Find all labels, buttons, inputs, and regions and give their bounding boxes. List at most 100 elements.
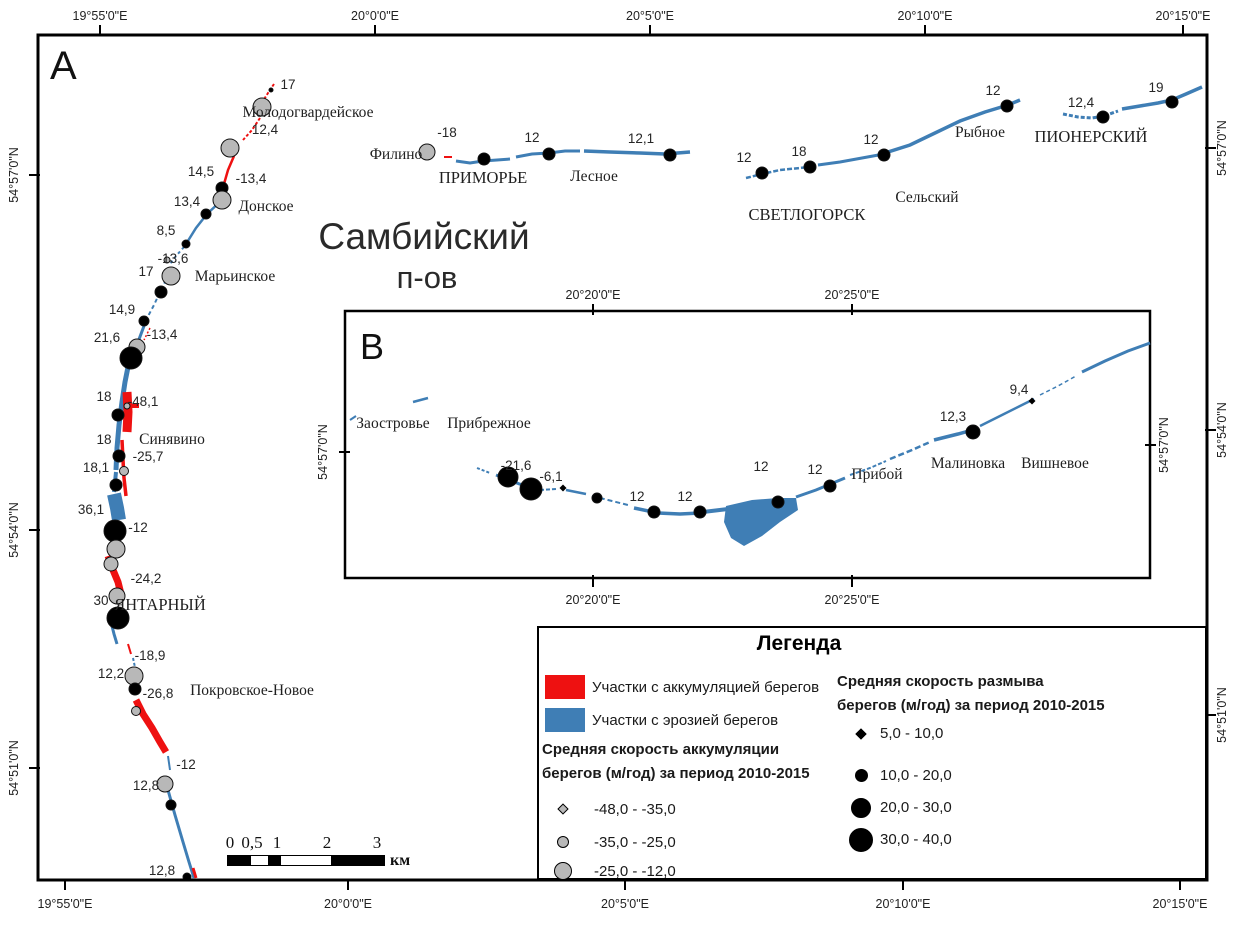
erosion-point (647, 505, 661, 519)
inset-axis-label-left: 54°57'0"N (316, 424, 330, 480)
legend-accumulation-heading-1: Средняя скорость аккумуляции (542, 741, 780, 758)
town-label: ПРИМОРЬЕ (439, 168, 527, 187)
town-label: Марьинское (195, 268, 276, 285)
map-frame (36, 33, 1209, 882)
erosion-point (755, 166, 769, 180)
panel-b-label: В (360, 326, 385, 367)
accumulation-point (156, 775, 174, 793)
coast-segment-b (591, 495, 629, 506)
inset-axis-label-bottom: 20°25'0"E (825, 593, 880, 607)
legend-accumulation-class-3: -25,0 - -12,0 (594, 863, 676, 880)
axis-label-right: 54°51'0"N (1215, 687, 1229, 743)
rate-value-label: 12 (736, 150, 751, 165)
legend-erosion-class-4: 30,0 - 40,0 (880, 831, 952, 848)
accumulation-point (161, 266, 181, 286)
axis-label-left: 54°57'0"N (7, 147, 21, 203)
axis-label-left: 54°51'0"N (7, 740, 21, 796)
coast-segment-b (349, 415, 357, 421)
accumulation-point (212, 190, 232, 210)
axis-label-top: 20°10'0"E (898, 9, 953, 23)
rate-value-label: -6,1 (539, 469, 562, 484)
axis-label-top: 20°5'0"E (626, 9, 674, 23)
rate-value-label: 12 (677, 489, 692, 504)
legend-erosion-class-1: 5,0 - 10,0 (880, 725, 944, 742)
rate-value-label: 12,8 (149, 863, 175, 878)
erosion-point (1096, 110, 1110, 124)
rate-value-label: 14,5 (188, 164, 214, 179)
axis-label-bottom: 20°0'0"E (324, 897, 372, 911)
town-label: Донское (238, 198, 293, 215)
erosion-point (771, 495, 785, 509)
erosion-point (154, 285, 168, 299)
coast-segment-a (132, 698, 170, 754)
town-label: Рыбное (955, 124, 1005, 141)
axis-label-right: 54°54'0"N (1215, 402, 1229, 458)
legend-erosion-area-label: Участки с эрозией берегов (592, 712, 779, 729)
legend-symbol-erosion-large (851, 798, 871, 818)
erosion-point (128, 682, 142, 696)
coast-segment-b (889, 440, 931, 461)
coast-segment-b (565, 488, 587, 496)
erosion-point (181, 239, 191, 249)
rate-value-label: 12,4 (252, 122, 279, 137)
town-label: ПИОНЕРСКИЙ (1035, 127, 1148, 146)
inset-coast-blob (724, 498, 798, 546)
region-name-line2: п-ов (396, 260, 458, 295)
rate-value-label: -12 (176, 757, 196, 772)
erosion-point (663, 148, 677, 162)
coast-segment-a (145, 279, 167, 321)
town-label: Прибрежное (447, 415, 531, 432)
rate-value-label: -18,9 (135, 648, 166, 663)
town-label: Заостровье (356, 415, 430, 432)
erosion-point (693, 505, 707, 519)
rate-value-label: -13,6 (158, 251, 189, 266)
rate-value-label: 12 (863, 132, 878, 147)
coast-segment-b (539, 488, 557, 491)
erosion-point (165, 799, 177, 811)
legend-erosion-heading-1: Средняя скорость размыва (837, 673, 1044, 690)
scale-tick-0: 0 (225, 833, 235, 852)
rate-value-label: 12,2 (98, 666, 124, 681)
rate-value-label: 9,4 (1010, 382, 1029, 397)
accumulation-point (106, 539, 126, 559)
rate-value-label: 12 (753, 459, 768, 474)
town-label: Лесное (570, 168, 618, 185)
coast-segment-b (633, 506, 701, 516)
erosion-point (803, 160, 817, 174)
axis-label-bottom: 20°10'0"E (876, 897, 931, 911)
rate-value-label: 19 (1148, 80, 1163, 95)
rate-value-label: 17 (280, 77, 295, 92)
coast-segment-b (1081, 341, 1151, 374)
accumulation-point (131, 706, 141, 716)
erosion-point (1028, 397, 1036, 405)
erosion-point (591, 492, 603, 504)
erosion-point (138, 315, 150, 327)
rate-value-label: 18 (96, 389, 111, 404)
rate-value-label: 12,8 (133, 778, 159, 793)
legend-accumulation-heading-2: берегов (м/год) за период 2010-2015 (542, 765, 810, 782)
accumulation-point (108, 587, 126, 605)
erosion-point (111, 408, 125, 422)
axis-label-bottom: 20°5'0"E (601, 897, 649, 911)
erosion-point (477, 152, 491, 166)
legend-accumulation-area-label: Участки с аккумуляцией берегов (592, 679, 820, 696)
accumulation-point (119, 466, 129, 476)
coast-segment-b (476, 467, 491, 474)
rate-value-label: 12 (524, 130, 539, 145)
rate-value-label: 12,1 (628, 131, 654, 146)
rate-value-label: 30 (93, 593, 108, 608)
rate-value-label: -25,7 (133, 449, 164, 464)
accumulation-point (123, 402, 131, 410)
coast-segment-b (412, 396, 429, 404)
town-label: ЯНТАРНЫЙ (114, 595, 206, 614)
town-label: СВЕТЛОГОРСК (749, 205, 867, 224)
town-label: Малиновка (931, 455, 1005, 472)
erosion-point (559, 484, 567, 492)
erosion-point (519, 477, 543, 501)
coast-segment-a (1062, 109, 1119, 120)
town-label: Молодогвардейское (242, 104, 373, 121)
erosion-point (200, 208, 212, 220)
town-label: Сельский (895, 189, 958, 206)
axis-label-left: 54°54'0"N (7, 502, 21, 558)
